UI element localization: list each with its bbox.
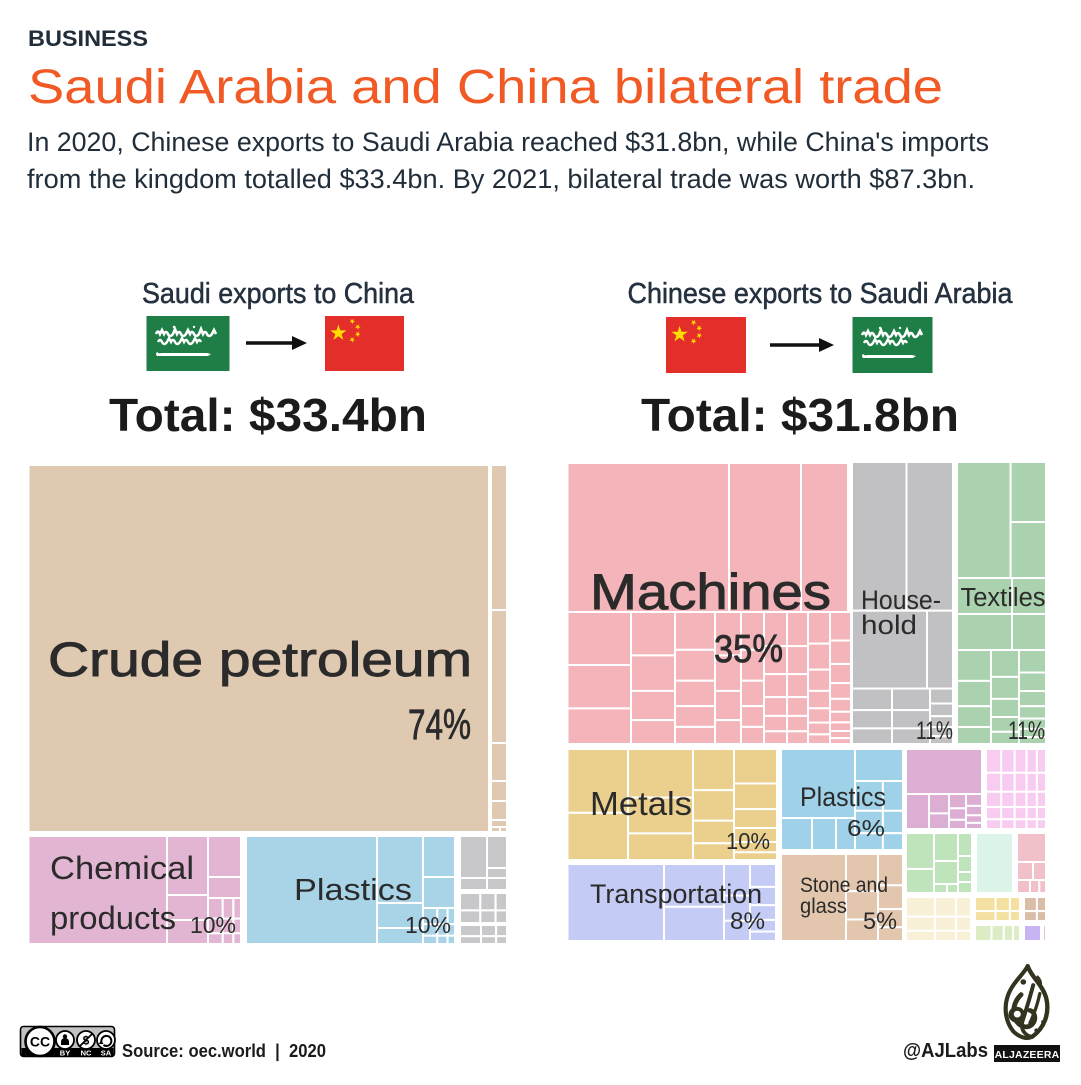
svg-text:11%: 11% [916, 717, 953, 745]
svg-text:10%: 10% [405, 912, 451, 938]
svg-text:35%: 35% [714, 628, 783, 671]
svg-text:8%: 8% [730, 908, 765, 935]
svg-text:Textiles: Textiles [961, 584, 1046, 612]
svg-text:Crude petroleum: Crude petroleum [48, 634, 472, 687]
svg-text:Saudi exports to China: Saudi exports to China [142, 277, 414, 309]
svg-text:Saudi Arabia and China bilater: Saudi Arabia and China bilateral trade [28, 61, 943, 114]
svg-text:@AJLabs: @AJLabs [903, 1040, 988, 1062]
svg-text:Chemical: Chemical [50, 850, 194, 886]
svg-text:from the kingdom totalled $33.: from the kingdom totalled $33.4bn. By 20… [27, 164, 975, 194]
svg-text:11%: 11% [1008, 717, 1045, 745]
svg-text:CC: CC [30, 1034, 50, 1050]
svg-text:Total: $31.8bn: Total: $31.8bn [641, 389, 959, 441]
svg-text:Transportation: Transportation [590, 879, 762, 909]
svg-text:In 2020, Chinese exports to Sa: In 2020, Chinese exports to Saudi Arabia… [27, 127, 989, 157]
svg-text:5%: 5% [863, 908, 897, 935]
svg-text:glass: glass [800, 895, 847, 918]
svg-text:Total: $33.4bn: Total: $33.4bn [109, 389, 427, 441]
svg-text:Source: oec.world | 2020: Source: oec.world | 2020 [122, 1040, 326, 1061]
svg-text:products: products [50, 900, 176, 936]
svg-text:BY: BY [60, 1049, 70, 1058]
svg-text:Machines: Machines [590, 564, 831, 620]
svg-text:ALJAZEERA: ALJAZEERA [995, 1049, 1060, 1061]
svg-text:House-: House- [861, 585, 941, 615]
svg-text:SA: SA [101, 1049, 112, 1058]
svg-text:hold: hold [861, 610, 917, 640]
svg-text:Metals: Metals [590, 785, 692, 822]
svg-text:BUSINESS: BUSINESS [28, 26, 148, 51]
svg-text:10%: 10% [726, 828, 770, 854]
svg-text:6%: 6% [847, 815, 885, 841]
svg-text:Stone and: Stone and [800, 874, 888, 897]
svg-text:Plastics: Plastics [294, 873, 412, 907]
svg-text:Plastics: Plastics [800, 782, 886, 812]
svg-text:74%: 74% [408, 701, 471, 749]
svg-text:10%: 10% [190, 912, 236, 938]
svg-text:NC: NC [81, 1049, 92, 1058]
svg-text:Chinese exports to Saudi Arabi: Chinese exports to Saudi Arabia [628, 277, 1013, 309]
